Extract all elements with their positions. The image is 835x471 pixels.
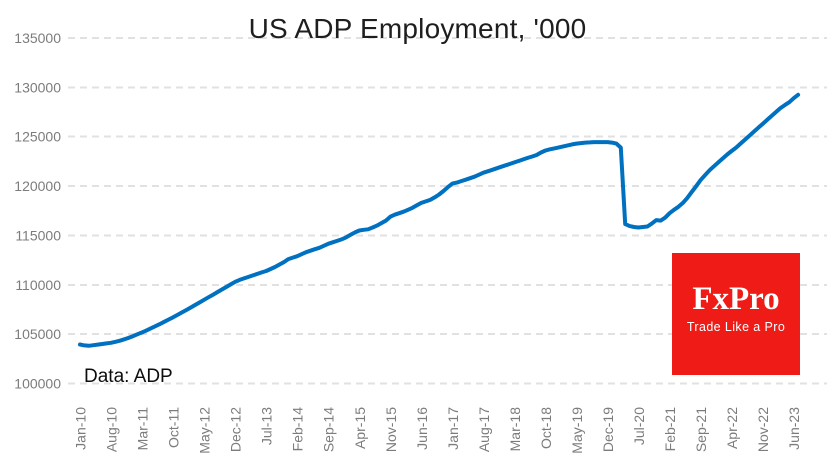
- x-axis-tick-label: Nov-15: [383, 407, 399, 452]
- fxpro-logo: FxPro Trade Like a Pro: [672, 253, 800, 375]
- x-axis-tick-label: May-19: [569, 407, 585, 454]
- x-axis-tick-label: Jun-23: [786, 407, 802, 450]
- x-axis-tick-label: Aug-17: [476, 407, 492, 452]
- fxpro-logo-tagline: Trade Like a Pro: [686, 320, 786, 334]
- x-axis-tick-label: Feb-21: [662, 407, 678, 452]
- x-axis-tick-label: Sep-14: [321, 407, 337, 452]
- x-axis-labels-group: Jan-10 Aug-10 Mar-11 Oct-11 May-12 Dec-12 Jul-…: [73, 407, 803, 454]
- chart-title: US ADP Employment, '000: [248, 13, 587, 44]
- x-axis-tick-label: Jan-10: [73, 407, 89, 450]
- x-axis-tick-label: Jun-16: [414, 407, 430, 450]
- x-axis-tick-label: Dec-12: [228, 407, 244, 452]
- x-axis-tick-label: Oct-18: [538, 407, 554, 449]
- x-axis-tick-label: Mar-18: [507, 407, 523, 452]
- x-axis-tick-label: Aug-10: [104, 407, 120, 452]
- x-axis-tick-label: Jul-20: [631, 407, 647, 445]
- y-axis-tick-label: 100000: [14, 376, 61, 392]
- y-axis-tick-label: 115000: [15, 227, 61, 243]
- x-axis-tick-label: Mar-11: [135, 407, 151, 451]
- x-axis-tick-label: Jan-17: [445, 407, 461, 450]
- y-axis-tick-label: 135000: [14, 30, 61, 46]
- fxpro-logo-wordmark: FxPro: [692, 281, 780, 317]
- x-axis-tick-label: Feb-14: [290, 407, 306, 452]
- y-axis-tick-label: 120000: [14, 178, 61, 194]
- x-axis-tick-label: Apr-22: [724, 407, 740, 449]
- gridlines-group: [68, 37, 827, 385]
- y-axis-labels-group: 135000 130000 125000 120000 115000 110000 1050…: [14, 30, 61, 392]
- y-axis-tick-label: 105000: [14, 326, 61, 342]
- x-axis-tick-label: Apr-15: [352, 407, 368, 449]
- x-axis-tick-label: Oct-11: [166, 407, 182, 448]
- y-axis-tick-label: 125000: [14, 129, 61, 145]
- x-axis-tick-label: Dec-19: [600, 407, 616, 452]
- series-group: [78, 92, 801, 348]
- x-axis-tick-label: Sep-21: [693, 407, 709, 452]
- y-axis-tick-label: 130000: [14, 79, 61, 95]
- employment-series-line: [78, 92, 801, 348]
- y-axis-tick-label: 110000: [15, 277, 61, 293]
- x-axis-tick-label: May-12: [197, 407, 213, 454]
- x-axis-tick-label: Jul-13: [259, 407, 275, 445]
- x-axis-tick-label: Nov-22: [755, 407, 771, 452]
- source-note: Data: ADP: [84, 366, 173, 387]
